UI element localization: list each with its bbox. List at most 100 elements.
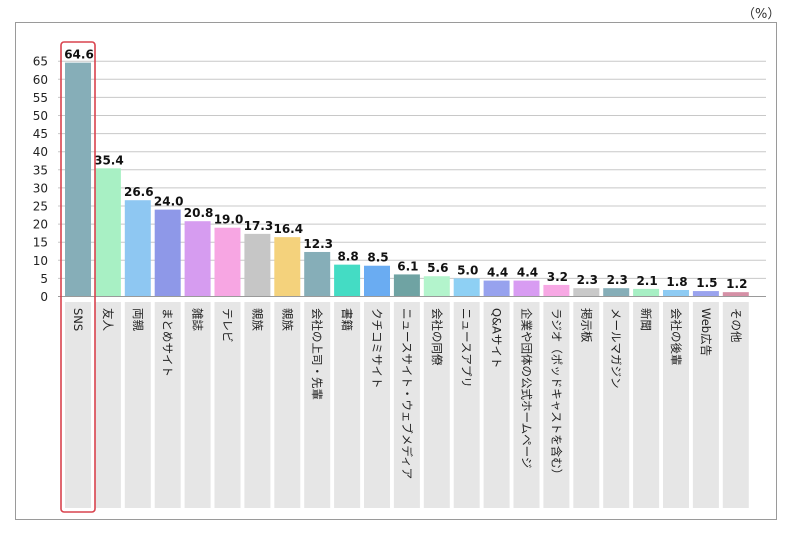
category-label: 会社の上司・先輩 — [310, 308, 324, 400]
category-label-bg — [423, 302, 450, 508]
y-tick-label: 0 — [40, 290, 48, 304]
value-label: 16.4 — [273, 222, 303, 236]
bar — [453, 278, 480, 297]
bar — [573, 288, 600, 297]
value-label: 1.5 — [696, 276, 717, 290]
bar — [633, 288, 660, 297]
category-label-bg — [154, 302, 181, 508]
bar — [124, 200, 151, 297]
category-label-bg — [453, 302, 480, 508]
category-label: その他 — [729, 308, 743, 343]
category-label: SNS — [71, 308, 85, 331]
category-label: テレビ — [221, 308, 235, 343]
bar — [423, 276, 450, 297]
y-tick-label: 35 — [33, 163, 48, 177]
category-label-bg — [65, 302, 91, 508]
value-label: 64.6 — [64, 48, 94, 62]
category-label-bg — [364, 302, 390, 508]
y-tick-label: 65 — [33, 55, 48, 69]
y-tick-label: 10 — [33, 254, 48, 268]
category-label-bg — [543, 302, 570, 508]
y-tick-label: 25 — [33, 200, 48, 214]
category-label-bg — [573, 302, 600, 508]
category-label-bg — [722, 302, 749, 508]
category-label-bg — [483, 302, 510, 508]
y-tick-label: 30 — [33, 181, 48, 195]
bar — [184, 221, 211, 297]
category-label-bg — [94, 302, 121, 508]
value-label: 19.0 — [214, 213, 244, 227]
bar — [513, 280, 540, 297]
category-label: 両親 — [131, 308, 145, 331]
y-tick-label: 55 — [33, 91, 48, 105]
value-label: 24.0 — [154, 195, 184, 209]
category-label-bg — [692, 302, 719, 508]
value-label: 35.4 — [94, 153, 124, 167]
category-label: 会社の後輩 — [669, 308, 683, 366]
category-label-bg — [124, 302, 151, 508]
bar — [214, 227, 241, 297]
category-label: クチコミサイト — [370, 308, 384, 389]
y-tick-label: 45 — [33, 127, 48, 141]
category-label: まとめサイト — [161, 308, 175, 377]
bar — [603, 288, 630, 297]
category-label-bg — [214, 302, 241, 508]
value-label: 12.3 — [303, 237, 333, 251]
value-label: 2.3 — [607, 273, 628, 287]
category-label-bg — [393, 302, 420, 508]
value-label: 3.2 — [547, 270, 568, 284]
category-label: Q&Aサイト — [490, 308, 504, 368]
category-label: Web広告 — [699, 308, 713, 356]
bar — [94, 168, 121, 297]
y-tick-label: 20 — [33, 218, 48, 232]
value-label: 1.8 — [666, 275, 687, 289]
category-label-bg — [603, 302, 630, 508]
category-label: ニュースサイト・ウェブメディア — [400, 308, 414, 479]
category-label: ラジオ（ポッドキャストを含む） — [549, 308, 563, 480]
y-tick-label: 40 — [33, 145, 48, 159]
y-tick-label: 15 — [33, 236, 48, 250]
category-label-bg — [633, 302, 660, 508]
value-label: 6.1 — [397, 259, 418, 273]
category-label: 友人 — [101, 308, 115, 331]
bar — [393, 274, 420, 297]
bar — [692, 291, 719, 297]
category-label-bg — [184, 302, 211, 508]
bar — [244, 233, 271, 297]
category-label: 新聞 — [639, 308, 653, 331]
category-label: ニュースアプリ — [460, 308, 474, 388]
category-label-bg — [334, 302, 361, 508]
bar — [154, 209, 181, 297]
value-label: 4.4 — [517, 266, 538, 280]
value-label: 8.5 — [367, 251, 388, 265]
category-label-bg — [663, 302, 689, 508]
category-label-bg — [304, 302, 331, 508]
y-tick-label: 60 — [33, 73, 48, 87]
value-label: 1.2 — [726, 277, 747, 291]
category-label: 親族 — [250, 308, 264, 331]
value-label: 5.6 — [427, 261, 448, 275]
category-label: 会社の同僚 — [430, 308, 444, 366]
bar — [364, 265, 390, 297]
bar — [65, 62, 91, 297]
value-label: 4.4 — [487, 266, 508, 280]
value-label: 2.1 — [636, 274, 657, 288]
bar — [483, 280, 510, 297]
category-label-bg — [513, 302, 540, 508]
bar — [663, 289, 689, 297]
bar — [543, 284, 570, 297]
y-tick-label: 50 — [33, 109, 48, 123]
highlight-box — [60, 41, 96, 513]
category-label: 書籍 — [340, 308, 354, 331]
bar — [274, 237, 301, 297]
category-label: 企業や団体の公式ホームページ — [520, 308, 534, 468]
value-label: 26.6 — [124, 185, 154, 199]
value-label: 20.8 — [184, 206, 214, 220]
bar — [304, 251, 331, 297]
category-label-bg — [274, 302, 301, 508]
value-label: 5.0 — [457, 263, 478, 277]
y-tick-label: 5 — [40, 272, 48, 286]
bar — [722, 292, 749, 297]
unit-label: （%） — [742, 7, 781, 22]
